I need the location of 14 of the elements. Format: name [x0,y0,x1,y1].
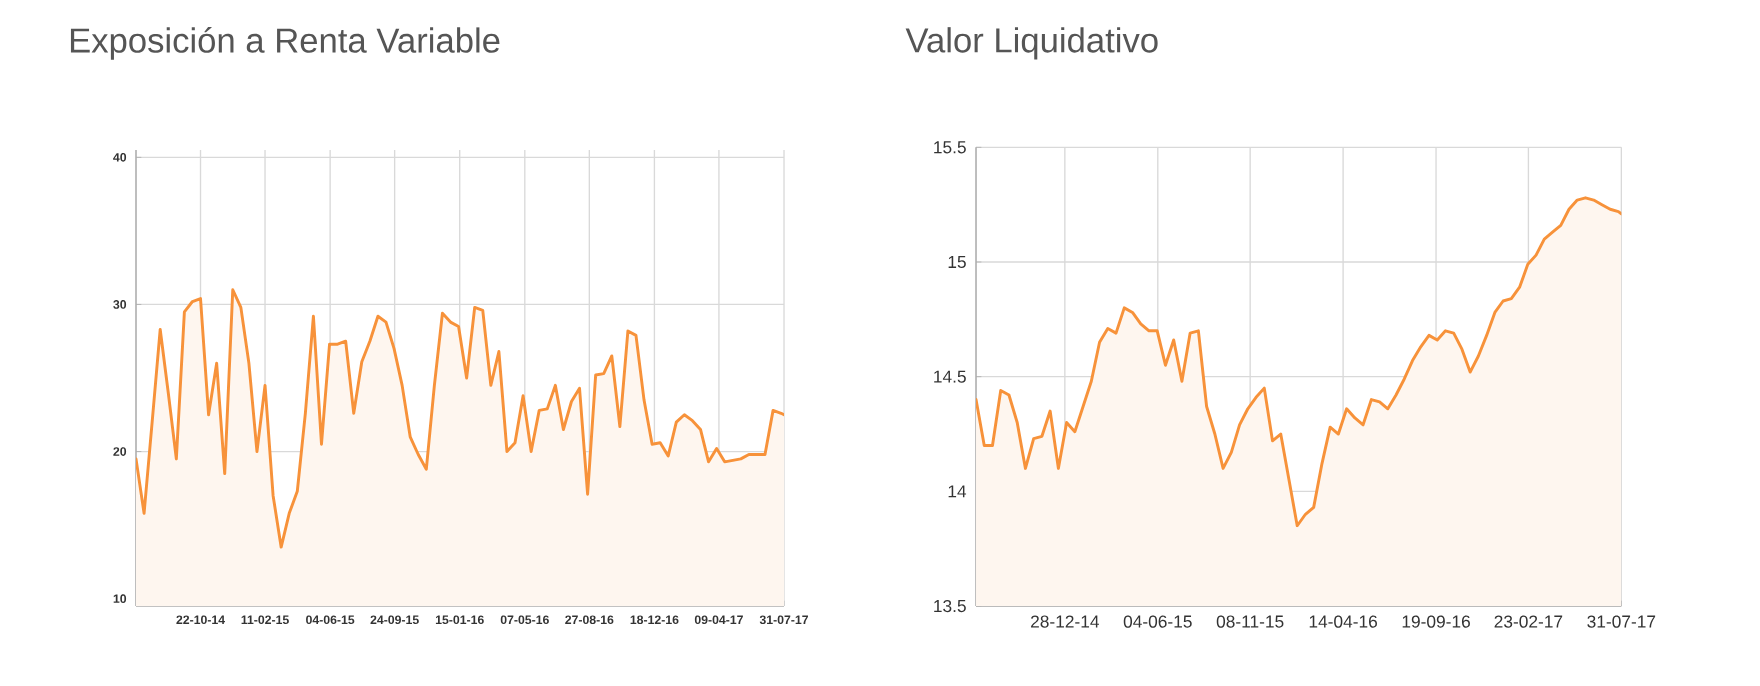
x-tick-label: 04-06-15 [1123,615,1192,628]
y-tick-label: 15.5 [934,141,966,154]
y-tick-label: 15 [948,255,966,269]
y-tick-label: 14 [948,485,967,498]
x-tick-label: 19-09-16 [1402,615,1470,628]
x-tick-label: 31-07-17 [1587,615,1656,628]
y-tick-label: 13.5 [934,599,966,613]
y-tick-label: 14.5 [934,370,966,383]
x-tick-label: 14-04-16 [1309,615,1377,628]
chart-title: Valor Liquidativo [905,27,1158,60]
x-tick-label: 23-02-17 [1494,615,1563,628]
chart-title: Exposición a Renta Variable [70,26,500,60]
x-tick-label: 28-12-14 [1031,615,1099,628]
x-tick-label: 08-11-15 [1216,615,1284,628]
